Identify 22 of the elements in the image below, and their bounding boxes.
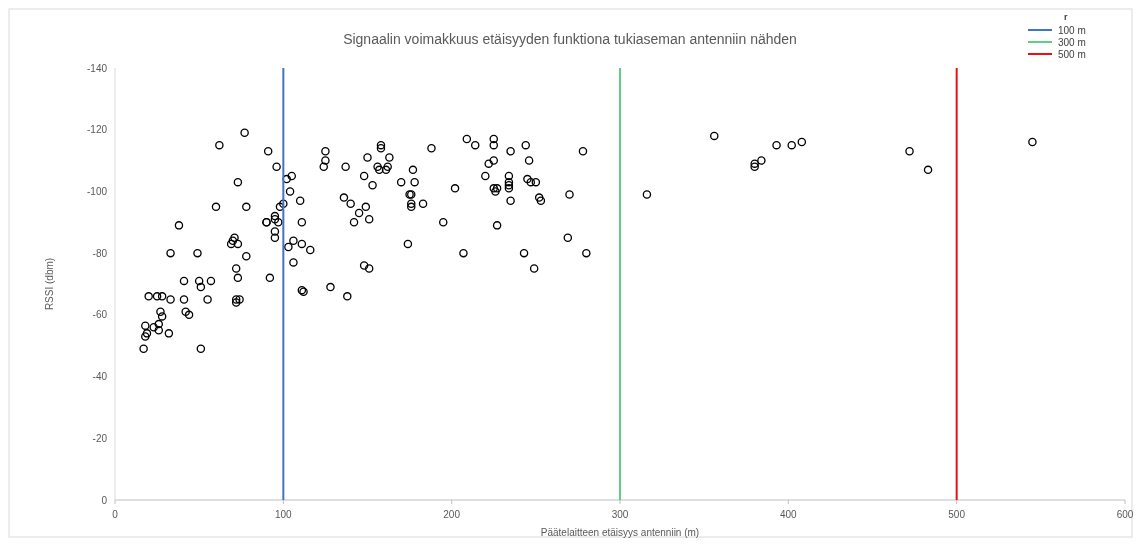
y-tick-label: -40 [92, 371, 108, 383]
legend-label: 500 m [1058, 48, 1086, 60]
x-tick-label: 500 [948, 509, 966, 520]
y-tick-label: -120 [86, 124, 108, 136]
x-tick-label: 200 [443, 509, 461, 520]
x-tick-label: 300 [611, 509, 629, 520]
x-axis-title: Päätelaitteen etäisyys antenniin (m) [540, 527, 700, 538]
y-tick-label: -140 [86, 62, 108, 74]
y-tick-label: -80 [92, 247, 108, 259]
legend-label: 300 m [1058, 36, 1086, 48]
legend-title: r [1064, 12, 1068, 22]
x-tick-label: 0 [112, 509, 119, 520]
y-tick-label: 0 [101, 494, 108, 506]
x-tick-label: 600 [1116, 509, 1134, 520]
chart-title: Signaalin voimakkuus etäisyyden funktiona tukiaseman antenniin nähden [343, 31, 797, 47]
x-tick-label: 400 [779, 509, 798, 520]
legend-label: 100 m [1058, 24, 1086, 36]
y-tick-label: -60 [92, 309, 108, 321]
y-axis-title: RSSI (dbm) [44, 257, 55, 311]
y-tick-label: -20 [92, 432, 108, 444]
x-tick-label: 100 [274, 509, 293, 520]
y-tick-label: -100 [86, 185, 108, 197]
